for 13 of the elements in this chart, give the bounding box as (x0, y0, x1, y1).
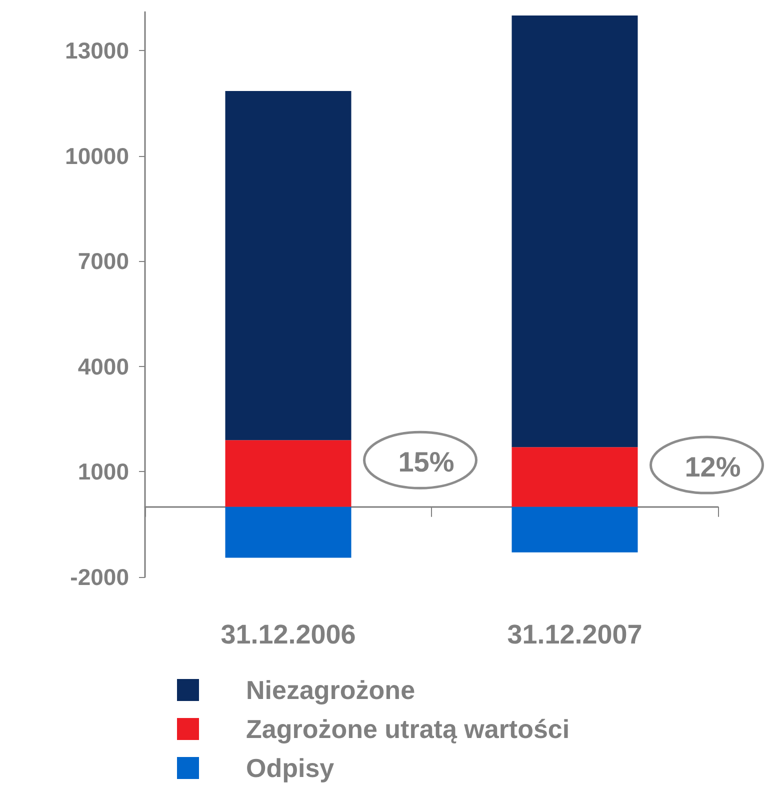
y-tick-label: 1000 (78, 458, 129, 485)
y-tick-label: 4000 (78, 353, 129, 380)
x-tick-label: 31.12.2007 (507, 620, 642, 650)
legend-label: Niezagrożone (246, 675, 416, 705)
y-tick-label: 7000 (78, 248, 129, 274)
annotation: 15% (398, 446, 454, 478)
y-tick-label: 10000 (65, 142, 129, 169)
annotation: 12% (684, 452, 741, 483)
x-tick-label: 31.12.2006 (220, 620, 356, 650)
y-tick-label: 13000 (65, 38, 129, 64)
legend-label: Zagrożone utratą wartości (246, 714, 570, 744)
y-tick-label: -2000 (70, 564, 129, 590)
legend-label: Odpisy (246, 753, 335, 783)
